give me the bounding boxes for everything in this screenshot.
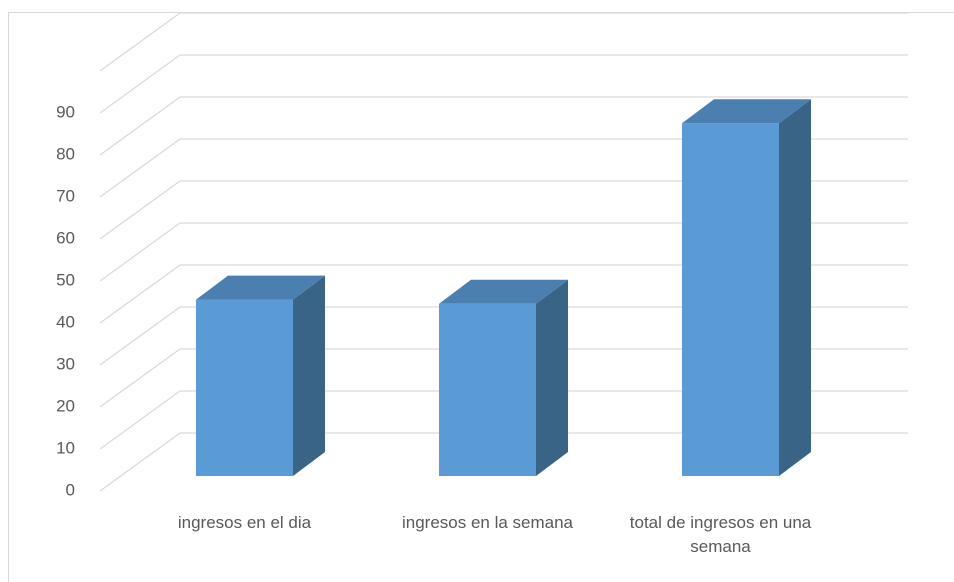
grid-line [99,306,908,366]
grid-line [99,390,908,450]
x-tick-label: ingresos en la semana [401,513,574,532]
y-tick-label: 20 [56,396,75,415]
grid-line [99,222,908,282]
bar-side [293,275,325,476]
bar-side [536,279,568,476]
y-tick-label: 50 [56,270,75,289]
x-tick-label: total de ingresos en una semana [629,513,812,556]
y-tick-label: 60 [56,228,75,247]
grid-line [99,180,908,240]
x-tick-label: ingresos en el dia [177,513,312,532]
y-tick-label: 10 [56,438,75,457]
bar-side [779,99,811,476]
bar-top [196,275,325,300]
bar-top [682,99,811,124]
bar-top [439,279,568,304]
grid-line [99,54,908,114]
bar [682,123,779,476]
y-tick-label: 90 [56,102,75,121]
grid-line [99,138,908,198]
y-tick-label: 30 [56,354,75,373]
bar [196,299,293,476]
grid-line [99,348,908,408]
bar [439,303,536,476]
y-tick-label: 80 [56,144,75,163]
y-tick-label: 40 [56,312,75,331]
y-tick-label: 0 [66,480,75,499]
grid-line [99,432,908,492]
grid-line [99,12,908,72]
grid-line [99,264,908,324]
grid-line [99,96,908,156]
y-tick-label: 70 [56,186,75,205]
